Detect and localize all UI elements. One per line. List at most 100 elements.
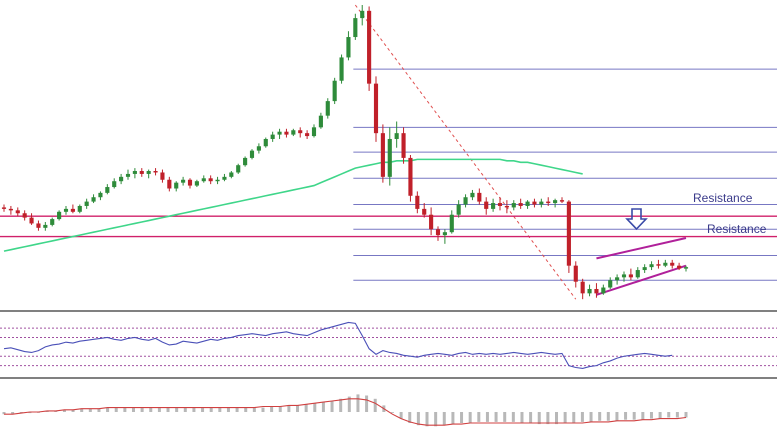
candle-body bbox=[373, 83, 379, 134]
macd-panel bbox=[2, 394, 688, 427]
macd-histogram-bar bbox=[365, 395, 369, 412]
candle-body bbox=[105, 187, 110, 193]
candle bbox=[504, 200, 509, 214]
macd-histogram-bar bbox=[555, 412, 559, 425]
candle bbox=[491, 198, 496, 212]
candle bbox=[112, 178, 117, 189]
macd-histogram-bar bbox=[278, 406, 282, 412]
candle-body bbox=[194, 181, 199, 186]
candle-body bbox=[201, 178, 206, 182]
candle-body bbox=[15, 210, 20, 214]
candle bbox=[160, 169, 165, 183]
candle-body bbox=[532, 201, 537, 205]
candle-body bbox=[222, 176, 227, 180]
candle bbox=[311, 124, 317, 138]
macd-histogram-bar bbox=[88, 408, 92, 412]
candle-body bbox=[174, 182, 179, 189]
candle-body bbox=[215, 179, 220, 182]
macd-histogram-bar bbox=[442, 412, 446, 426]
candle bbox=[84, 198, 89, 209]
candle bbox=[360, 5, 365, 26]
candle bbox=[153, 168, 158, 176]
candle bbox=[43, 221, 48, 231]
macd-histogram-bar bbox=[235, 407, 239, 412]
candle bbox=[367, 6, 372, 91]
macd-histogram-bar bbox=[80, 408, 84, 412]
candle-body bbox=[298, 130, 303, 134]
rsi-line bbox=[3, 321, 673, 369]
candle bbox=[456, 200, 461, 218]
candle-body bbox=[504, 205, 509, 208]
candle bbox=[8, 205, 13, 215]
candle bbox=[236, 163, 241, 174]
candle bbox=[553, 198, 558, 208]
candle-body bbox=[22, 213, 27, 218]
macd-histogram-bar bbox=[330, 401, 334, 412]
macd-histogram-bar bbox=[373, 398, 377, 412]
candle bbox=[442, 229, 447, 244]
macd-histogram-bar bbox=[201, 407, 205, 412]
candle-body bbox=[497, 203, 503, 206]
candle-body bbox=[456, 204, 461, 215]
candle-body bbox=[318, 115, 323, 128]
candle-body bbox=[429, 214, 434, 230]
price-panel bbox=[0, 4, 777, 300]
candle bbox=[470, 189, 475, 201]
macd-histogram-bar bbox=[252, 407, 256, 412]
candle bbox=[408, 155, 413, 202]
candle bbox=[415, 191, 420, 214]
candle-body bbox=[422, 208, 427, 215]
candle-body bbox=[277, 131, 282, 135]
candle bbox=[401, 127, 406, 164]
candle bbox=[167, 176, 172, 192]
candle-body bbox=[553, 200, 558, 204]
candle bbox=[380, 124, 385, 183]
candle-body bbox=[594, 288, 599, 294]
candle-body bbox=[311, 127, 317, 137]
candle bbox=[187, 178, 193, 189]
candle bbox=[670, 259, 675, 269]
macd-histogram-bar bbox=[485, 412, 489, 422]
candle-body bbox=[649, 264, 654, 268]
macd-histogram-bar bbox=[175, 407, 179, 412]
fib-diagonal-line bbox=[354, 4, 577, 300]
candle bbox=[77, 204, 82, 214]
candle bbox=[546, 197, 551, 206]
candle bbox=[628, 268, 633, 281]
candle-body bbox=[463, 197, 468, 205]
candle bbox=[222, 173, 227, 182]
macd-histogram-bar bbox=[460, 412, 464, 423]
macd-histogram-bar bbox=[140, 407, 144, 412]
resistance-label-lower: Resistance bbox=[707, 222, 767, 236]
macd-histogram-bar bbox=[511, 412, 515, 422]
candle-body bbox=[442, 232, 447, 236]
macd-histogram-bar bbox=[62, 409, 66, 412]
macd-histogram-bar bbox=[667, 412, 671, 418]
candle-body bbox=[677, 265, 682, 269]
candle bbox=[539, 198, 544, 208]
candle-body bbox=[98, 192, 103, 198]
macd-histogram-bar bbox=[684, 412, 688, 418]
macd-histogram-bar bbox=[313, 403, 317, 412]
candle bbox=[105, 184, 110, 195]
candle bbox=[325, 98, 330, 119]
candle bbox=[194, 179, 199, 188]
candle bbox=[1, 204, 7, 212]
candle-body bbox=[346, 37, 351, 58]
macd-histogram-bar bbox=[54, 410, 58, 412]
candle bbox=[298, 127, 303, 138]
candle-body bbox=[187, 179, 193, 186]
candle-body bbox=[146, 171, 151, 174]
candle-body bbox=[139, 171, 144, 174]
resistance-label-upper: Resistance bbox=[693, 191, 753, 205]
candle-body bbox=[635, 270, 640, 278]
candle-body bbox=[484, 201, 489, 209]
candle bbox=[98, 191, 103, 201]
candle-body bbox=[263, 138, 268, 147]
macd-histogram-bar bbox=[287, 405, 291, 412]
candle-body bbox=[119, 176, 124, 182]
candle-body bbox=[208, 178, 213, 182]
candle bbox=[91, 194, 96, 204]
candle-body bbox=[367, 10, 372, 84]
